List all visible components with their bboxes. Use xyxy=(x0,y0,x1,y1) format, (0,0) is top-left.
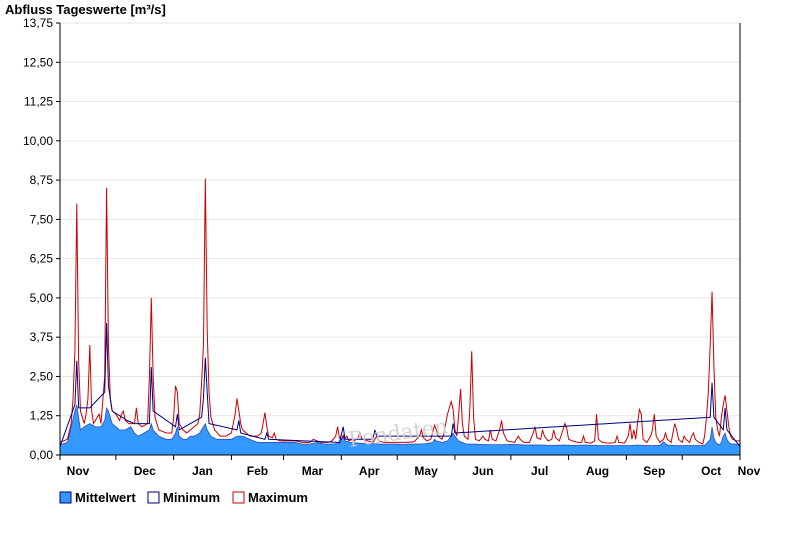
legend-swatch-minimum xyxy=(147,491,160,504)
y-tick-label: 13,75 xyxy=(23,16,53,30)
x-tick-label: Nov xyxy=(738,464,761,478)
x-tick-label: Mar xyxy=(302,464,324,478)
x-tick-label: Nov xyxy=(67,464,90,478)
y-tick-label: 10,00 xyxy=(23,134,53,148)
x-tick-label: Apr xyxy=(359,464,380,478)
y-tick-label: 5,00 xyxy=(30,291,54,305)
y-axis-ticks: 0,00 1,25 2,50 3,75 5,00 6,25 7,50 8,75 10,00 11,… xyxy=(23,16,60,462)
axes xyxy=(59,23,741,456)
legend-item-mittelwert: Mittelwert xyxy=(59,490,136,505)
grid-lines xyxy=(60,22,740,417)
y-tick-label: 0,00 xyxy=(30,448,54,462)
y-tick-label: 12,50 xyxy=(23,55,53,69)
legend-item-minimum: Minimum xyxy=(147,490,220,505)
series-lines xyxy=(59,178,741,447)
y-tick-label: 11,25 xyxy=(24,95,53,109)
x-tick-label: Aug xyxy=(586,464,609,478)
y-tick-label: 6,25 xyxy=(30,252,54,266)
y-tick-label: 1,25 xyxy=(30,409,54,423)
legend: Mittelwert Minimum Maximum xyxy=(59,490,308,505)
series-line-mittelwert xyxy=(59,404,741,446)
x-tick-label: May xyxy=(414,464,438,478)
y-tick-label: 3,75 xyxy=(30,330,54,344)
chart-title: Abfluss Tageswerte [m³/s] xyxy=(5,2,166,17)
series-line-minimum xyxy=(59,323,741,447)
legend-swatch-maximum xyxy=(232,491,245,504)
x-tick-label: Jul xyxy=(531,464,548,478)
x-axis-ticks: Nov Dec Jan Feb Mar Apr May Jun Jul Aug Sep Oct Nov xyxy=(59,455,761,478)
y-tick-label: 7,50 xyxy=(30,212,54,226)
x-tick-label: Jun xyxy=(472,464,493,478)
x-tick-label: Feb xyxy=(247,464,268,478)
legend-label-mittelwert: Mittelwert xyxy=(75,490,136,505)
x-tick-label: Jan xyxy=(192,464,213,478)
legend-item-maximum: Maximum xyxy=(232,490,308,505)
x-tick-label: Dec xyxy=(134,464,156,478)
x-tick-label: Sep xyxy=(643,464,665,478)
legend-label-minimum: Minimum xyxy=(163,490,220,505)
series-areas xyxy=(60,404,740,455)
y-tick-label: 2,50 xyxy=(30,369,54,383)
x-tick-label: Oct xyxy=(701,464,721,478)
series-area-mittelwert xyxy=(60,404,740,455)
y-tick-label: 8,75 xyxy=(30,173,54,187)
legend-label-maximum: Maximum xyxy=(248,490,308,505)
legend-swatch-mittelwert xyxy=(59,491,72,504)
series-line-maximum xyxy=(59,178,740,445)
